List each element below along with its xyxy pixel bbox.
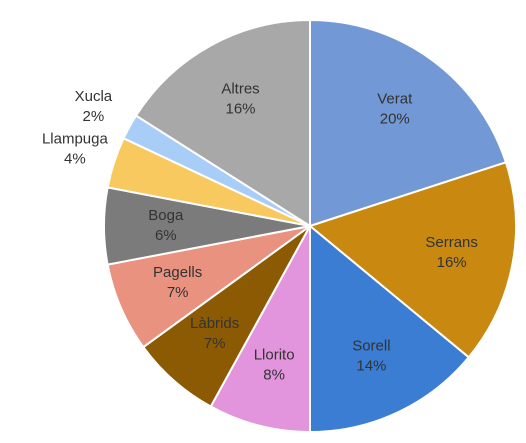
pie-slice (134, 18, 311, 228)
slice-value-label: 7% (167, 284, 189, 301)
slice-label: Pagells (153, 264, 202, 281)
slice-value-label: 20% (380, 110, 410, 127)
pie-slice (309, 18, 508, 228)
slice-label: Làbrids (190, 315, 239, 332)
pie-slice (309, 223, 471, 434)
slice-value-label: 8% (263, 367, 285, 384)
slice-value-label: 4% (64, 151, 86, 168)
slice-label: Llorito (254, 347, 295, 364)
slice-value-label: 16% (437, 254, 467, 271)
slice-value-label: 16% (226, 101, 256, 118)
pie-slice (307, 161, 517, 359)
slice-label: Verat (377, 90, 413, 107)
slice-label: Boga (148, 207, 184, 224)
slice-label: Altres (221, 81, 259, 98)
slice-value-label: 6% (155, 227, 177, 244)
slice-value-label: 2% (83, 108, 105, 125)
slice-label: Serrans (425, 234, 478, 251)
slice-value-label: 7% (204, 335, 226, 352)
pie-slice (209, 225, 311, 434)
slice-label: Xucla (75, 88, 113, 105)
slice-label: Llampuga (42, 131, 109, 148)
slice-value-label: 14% (356, 357, 386, 374)
slice-label: Sorell (352, 337, 390, 354)
